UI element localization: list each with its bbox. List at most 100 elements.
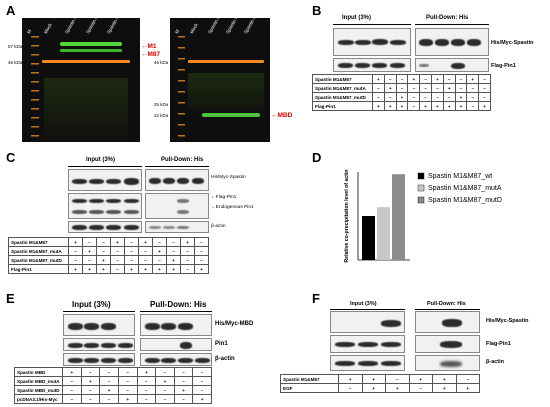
blot-label: β-actin (211, 224, 226, 229)
marker-22kda: 22 kDa (154, 113, 169, 118)
panel-label-d: D (312, 150, 322, 165)
table-cell: – (430, 83, 444, 93)
y-axis-label: Relative co-precipitation level of actin (344, 169, 350, 262)
marker-57kda: 57 kDa (8, 44, 23, 49)
row-label: Flag-Pin1 (8, 264, 69, 274)
m1-bands (60, 42, 122, 46)
table-cell: + (80, 376, 101, 386)
table-cell: – (68, 255, 83, 265)
table-cell: + (383, 83, 397, 93)
table-cell: – (68, 246, 83, 256)
table-cell: – (372, 83, 385, 93)
blot-flag-pin1-pulldown (145, 193, 209, 219)
table-cell: – (166, 237, 181, 247)
table-row: Spastin M1&M87 + – – + – + – – + – (8, 237, 209, 247)
table-cell: – (136, 385, 157, 395)
input-underline (333, 24, 411, 25)
table-cell: – (442, 74, 456, 84)
legend-label: Spastin M1&M87_mutD (428, 197, 502, 204)
table-row: Spastin M1&M87 + – – + – + – – + – (312, 74, 491, 84)
condition-table-e: Spastin MBD + – – – + – – – Spastin MBD_mutA – + – – –… (14, 367, 212, 404)
lane-label: Mock (189, 22, 199, 35)
pulldown-underline (415, 309, 480, 310)
table-cell: + (138, 237, 153, 247)
table-cell: – (96, 237, 111, 247)
table-cell: – (478, 92, 491, 102)
row-label: Spastin MBD (14, 367, 63, 377)
input-header: Input (3%) (86, 157, 115, 163)
panel-label-b: B (312, 3, 322, 18)
table-cell: – (407, 92, 421, 102)
table-cell: – (166, 246, 181, 256)
input-header: Input (3%) (350, 301, 377, 307)
blot-label: β-actin (486, 359, 505, 365)
blot-beta-actin-input (68, 221, 142, 233)
table-cell: – (194, 255, 209, 265)
table-cell: – (407, 83, 421, 93)
table-cell: – (466, 92, 480, 102)
blot-label: His/Myc-MBD (215, 321, 254, 327)
input-underline (63, 311, 135, 312)
table-cell: – (136, 376, 157, 386)
table-cell: – (383, 92, 397, 102)
m87-bands (60, 49, 122, 52)
table-row: EGF – + + – + + (280, 383, 480, 393)
table-cell: + (455, 383, 480, 393)
lane-label: Spastin M1&M87_mutD (106, 18, 135, 34)
table-cell: + (117, 394, 138, 404)
legend-swatch (417, 196, 425, 204)
blot-label: His/Myc-Spastin (491, 40, 534, 46)
lane-label: Spastin M1&M87 (64, 18, 86, 35)
table-cell: – (173, 376, 194, 386)
row-label: Spastin M1&M87 (280, 374, 339, 384)
table-cell: + (442, 83, 456, 93)
table-cell: – (466, 83, 480, 93)
row-label: EGF (280, 383, 339, 393)
row-label: Spastin M1&M87_mutD (312, 92, 373, 102)
legend-label: Spastin M1&M87_wt (428, 173, 492, 180)
table-cell: + (383, 101, 397, 111)
table-cell: + (99, 385, 119, 395)
table-row: Spastin M1&M87 + + – + + – (280, 374, 480, 384)
input-underline (330, 309, 405, 310)
panel-label-c: C (6, 150, 16, 165)
table-cell: – (194, 237, 209, 247)
table-cell: – (117, 376, 138, 386)
arrow-mbd: ←MBD (271, 112, 293, 119)
orange-band-row (188, 60, 264, 63)
pulldown-header: Pull-Down: His (161, 157, 204, 163)
table-cell: + (136, 367, 157, 377)
ladder-lane (31, 36, 39, 140)
blot-beta-actin-input (63, 353, 135, 366)
table-cell: – (82, 255, 97, 265)
row-label: pcDNA3.1/His-Myc (14, 394, 63, 404)
table-cell: – (80, 394, 101, 404)
lane-label: Spastin MBD_mutD (243, 18, 268, 35)
blot-his-myc-spastin-pulldown (415, 28, 489, 56)
table-cell: + (372, 101, 385, 111)
table-cell: – (110, 255, 125, 265)
row-label: Flag-Pin1 (312, 101, 373, 111)
table-cell: – (117, 385, 138, 395)
table-row: Spastin M1&M87_mutA – + – – – – + – – – (312, 83, 491, 93)
orange-band-row (42, 60, 130, 63)
table-cell: – (407, 101, 421, 111)
lane-label: M (174, 28, 181, 35)
input-underline (68, 166, 142, 167)
bar-chart: Relative co-precipitation level of actin… (344, 169, 502, 262)
table-row: Spastin M1&M87_mutA – + – – – – + – – – (8, 246, 209, 256)
table-cell: – (155, 385, 175, 395)
condition-table-b: Spastin M1&M87 + – – + – + – – + – Spastin M1&M87_m… (312, 74, 491, 111)
blot-label: His/Myc-Spastin (211, 175, 246, 180)
table-cell: – (442, 92, 456, 102)
table-row: Spastin M1&M87_mutD – – + – – – – + – – (8, 255, 209, 265)
ladder-lane (178, 36, 185, 140)
table-cell: – (138, 255, 153, 265)
pulldown-underline (415, 24, 489, 25)
table-cell: + (361, 374, 386, 384)
blot-beta-actin-pulldown (140, 353, 212, 366)
table-cell: + (372, 74, 385, 84)
blot-label: His/Myc-Spastin (486, 318, 529, 324)
blot-his-myc-spastin-input (333, 28, 411, 56)
table-cell: + (138, 264, 153, 274)
